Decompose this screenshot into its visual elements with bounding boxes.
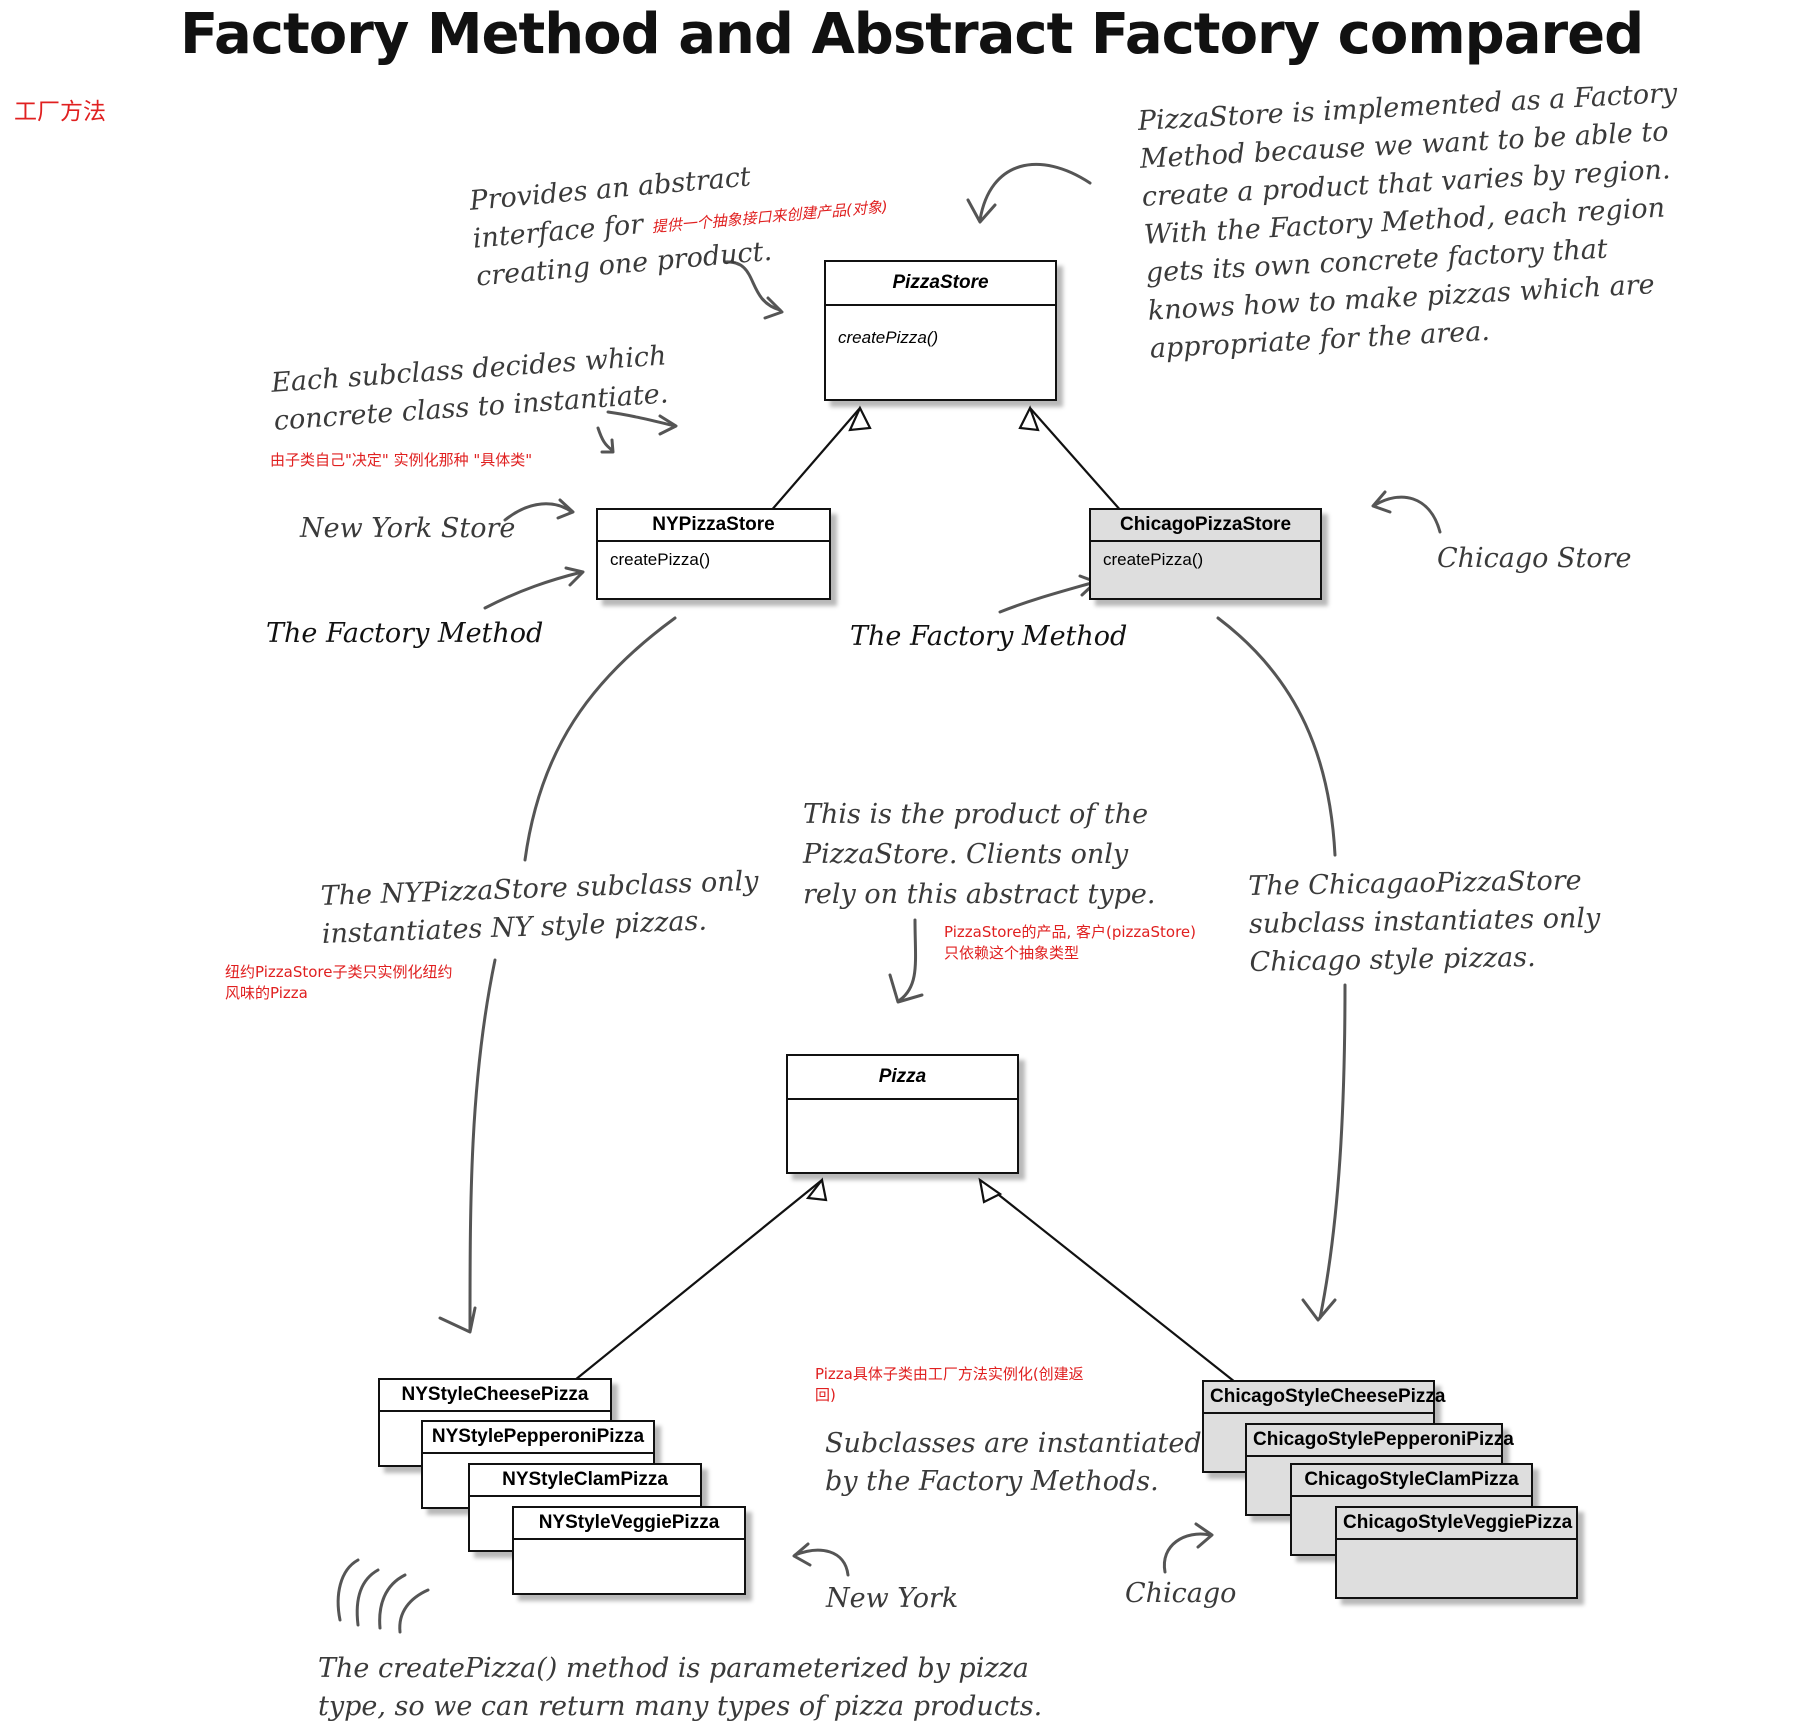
note-chicago-subclass: The ChicagaoPizzaStore subclass instanti… [1248,862,1601,982]
note-line: PizzaStore. Clients only [803,839,1129,870]
class-method: createPizza() [1103,550,1204,569]
arrow-pizzastore-note [978,162,1092,222]
label-new-york-store: New York Store [300,513,516,544]
note-line: subclass instantiates only [1248,902,1601,940]
label-new-york: New York [826,1583,959,1614]
class-name: ChicagoPizzaStore [1091,510,1320,542]
arrow-provides-interface [723,260,782,312]
class-pizza: Pizza [786,1054,1019,1174]
note-subclasses-instantiated: Subclasses are instantiated by the Facto… [825,1425,1202,1501]
class-method: createPizza() [610,550,711,569]
note-parameterized: The createPizza() method is parameterize… [318,1650,1042,1726]
label-factory-method-left: The Factory Method [266,618,544,649]
note-product: This is the product of the PizzaStore. C… [803,795,1156,915]
inherit-ny-to-pizzastore [769,407,861,513]
class-name: ChicagoStyleCheesePizza [1204,1382,1445,1414]
arrow-new-york-store [503,502,574,522]
note-line: PizzaStore的产品, 客户(pizzaStore) [944,923,1196,941]
note-product-cn: PizzaStore的产品, 客户(pizzaStore) 只依赖这个抽象类型 [944,922,1196,964]
class-name: NYStyleCheesePizza [380,1380,610,1412]
class-name: Pizza [788,1056,1017,1100]
class-nypizzastore: NYPizzaStore createPizza() [596,508,831,600]
inherit-ny-pizzas-to-pizza [574,1179,823,1381]
class-name: ChicagoStyleVeggiePizza [1337,1508,1576,1540]
arrow-factory-method-left [483,570,584,610]
note-line: 风味的Pizza [225,984,308,1002]
arrow-new-york [793,1548,850,1577]
class-chicagopizzastore: ChicagoPizzaStore createPizza() [1089,508,1322,600]
note-line: by the Factory Methods. [825,1466,1159,1497]
class-name: PizzaStore [826,262,1055,306]
arrow-each-subclass [606,410,677,428]
note-line: rely on this abstract type. [803,879,1156,910]
curve-ny-top [523,616,677,862]
class-pizzastore: PizzaStore createPizza() [824,260,1057,401]
label-chicago-store: Chicago Store [1437,543,1632,574]
class-method: createPizza() [838,328,939,347]
page-title: Factory Method and Abstract Factory comp… [180,2,1644,67]
curve-ny-bottom [468,958,497,1332]
class-name: NYStyleClamPizza [470,1465,700,1497]
class-chicago-veggie: ChicagoStyleVeggiePizza [1335,1506,1578,1599]
section-label: 工厂方法 [14,99,106,125]
class-name: NYStylePepperoniPizza [423,1422,653,1454]
note-pizzastore-implementation: PizzaStore is implemented as a Factory M… [1137,75,1690,369]
arrow-product-note [898,918,918,1002]
curve-chicago-bottom [1318,983,1347,1320]
label-chicago: Chicago [1125,1578,1237,1609]
arrow-factory-method-right [998,580,1097,614]
class-name: NYPizzaStore [598,510,829,542]
note-line: 纽约PizzaStore子类只实例化纽约 [225,963,453,981]
note-line: 回) [815,1386,836,1404]
note-line: Pizza具体子类由工厂方法实例化(创建返 [815,1365,1084,1383]
note-ny-subclass-cn: 纽约PizzaStore子类只实例化纽约 风味的Pizza [225,962,452,1004]
note-line: type, so we can return many types of piz… [318,1691,1043,1722]
arrows-parameterized [336,1558,360,1622]
note-pizza-concrete-cn: Pizza具体子类由工厂方法实例化(创建返 回) [815,1364,1084,1406]
note-line: The createPizza() method is parameterize… [318,1653,1029,1684]
label-factory-method-right: The Factory Method [850,621,1128,652]
curve-chicago-top [1216,616,1337,857]
note-line: 只依赖这个抽象类型 [944,944,1080,962]
note-ny-subclass: The NYPizzaStore subclass only instantia… [320,863,760,954]
class-name: NYStyleVeggiePizza [514,1508,744,1540]
note-line: The ChicagaoPizzaStore [1248,865,1582,902]
note-each-subclass-cn: 由子类自己"决定" 实例化那种 "具体类" [270,451,533,469]
note-line: Chicago style pizzas. [1249,941,1536,978]
inherit-chicago-pizzas-to-pizza [979,1179,1236,1383]
inherit-chicago-to-pizzastore [1029,407,1123,513]
class-name: ChicagoStyleClamPizza [1292,1465,1531,1497]
class-name: ChicagoStylePepperoniPizza [1247,1425,1514,1457]
class-ny-veggie: NYStyleVeggiePizza [512,1506,746,1595]
arrow-chicago-store [1373,495,1442,534]
note-line: This is the product of the [803,799,1149,830]
arrow-chicago [1162,1532,1212,1574]
note-line: Subclasses are instantiated [825,1428,1202,1459]
